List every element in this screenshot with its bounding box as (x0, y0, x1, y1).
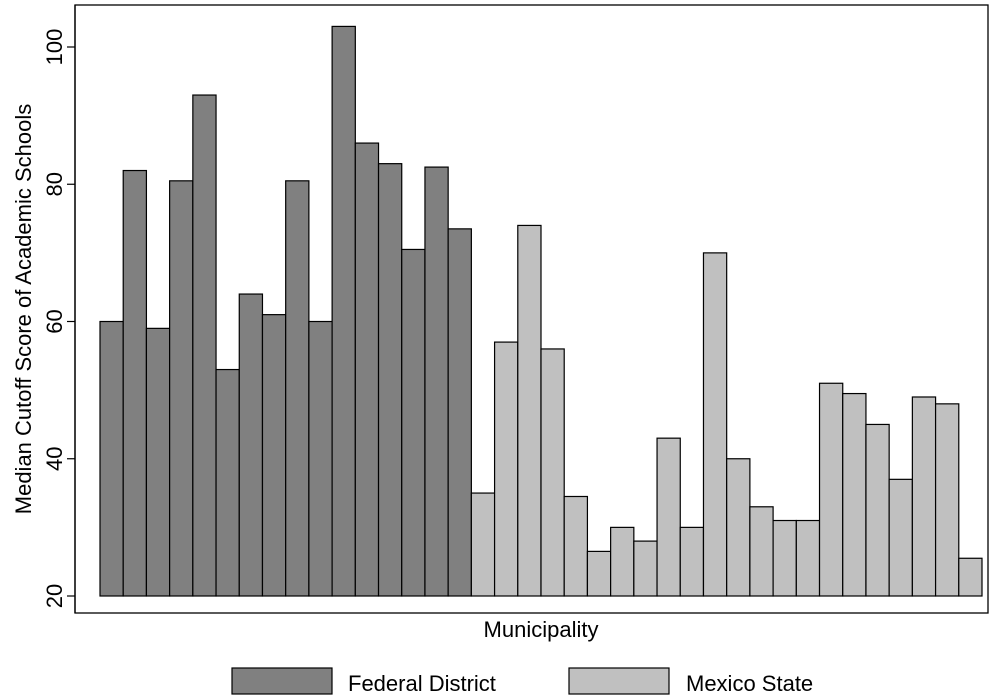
bar-mexico-state-11 (702, 252, 728, 597)
bar-federal-district-15 (424, 166, 449, 597)
bar-federal-district-11 (331, 25, 356, 597)
bar-federal-district-5 (192, 94, 217, 597)
y-tick-label-60: 60 (42, 309, 67, 333)
bar-federal-district-6 (215, 368, 240, 597)
bar-mexico-state-8 (633, 540, 658, 597)
bars-group (99, 25, 983, 597)
y-tick-label-80: 80 (42, 172, 67, 196)
bar-federal-district-9 (285, 180, 310, 597)
y-tick-label-100: 100 (42, 29, 67, 66)
bar-mexico-state-18 (865, 423, 890, 597)
legend-swatch-mexico-state (568, 667, 670, 695)
bar-federal-district-3 (145, 327, 171, 597)
bar-mexico-state-15 (795, 519, 821, 597)
bar-mexico-state-12 (726, 458, 751, 597)
legend-label-federal-district: Federal District (348, 671, 496, 696)
bar-mexico-state-21 (934, 403, 960, 597)
bar-mexico-state-19 (888, 478, 913, 597)
x-axis-title: Municipality (484, 617, 599, 642)
bar-mexico-state-16 (818, 382, 844, 597)
bar-federal-district-16 (447, 228, 472, 597)
bar-mexico-state-2 (493, 341, 519, 597)
bar-federal-district-12 (354, 142, 380, 597)
legend-swatch-federal-district (231, 667, 333, 695)
bar-mexico-state-20 (911, 396, 937, 597)
bar-federal-district-8 (261, 314, 287, 597)
bar-mexico-state-3 (517, 224, 542, 597)
y-axis: 20 40 60 80 100 (42, 29, 75, 608)
legend: Federal District Mexico State (231, 667, 813, 696)
bar-mexico-state-6 (586, 550, 612, 597)
bar-mexico-state-4 (540, 348, 565, 597)
bar-mexico-state-5 (563, 495, 589, 597)
bar-federal-district-10 (308, 320, 333, 597)
bar-mexico-state-1 (470, 492, 496, 597)
y-tick-label-40: 40 (42, 447, 67, 471)
bar-mexico-state-14 (772, 519, 797, 597)
bar-federal-district-13 (377, 163, 403, 597)
bar-mexico-state-7 (610, 526, 635, 597)
bar-mexico-state-13 (749, 506, 774, 597)
legend-label-mexico-state: Mexico State (686, 671, 813, 696)
bar-mexico-state-9 (656, 437, 681, 597)
bar-federal-district-4 (169, 180, 194, 597)
bar-mexico-state-22 (958, 557, 983, 597)
bar-mexico-state-10 (679, 526, 705, 597)
bar-federal-district-7 (238, 293, 264, 597)
y-tick-label-20: 20 (42, 584, 67, 608)
bar-federal-district-1 (99, 320, 124, 597)
bar-mexico-state-17 (842, 392, 867, 597)
y-axis-title: Median Cutoff Score of Academic Schools (11, 104, 36, 514)
bar-federal-district-14 (401, 248, 426, 597)
bar-federal-district-2 (122, 169, 148, 597)
